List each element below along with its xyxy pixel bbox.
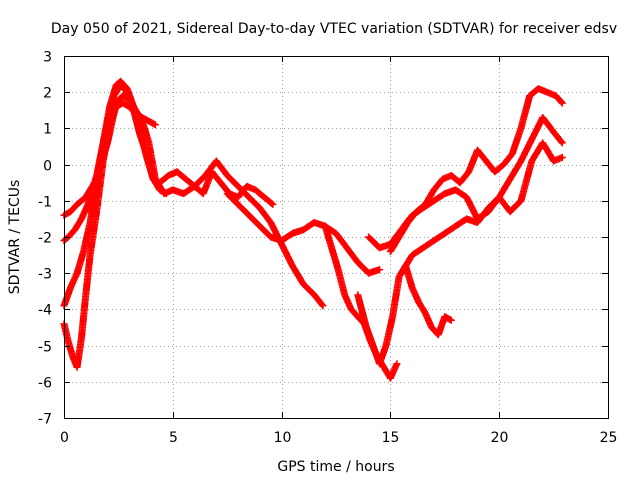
data-series-track-7 (354, 262, 455, 368)
y-tick-label: -6 (38, 376, 52, 392)
data-point (557, 138, 565, 146)
data-series-track-9 (386, 85, 566, 255)
x-tick-label: 5 (169, 430, 178, 446)
data-point (558, 139, 566, 147)
y-axis-label: SDTVAR / TECUs (7, 180, 23, 295)
data-series-track-10 (397, 139, 566, 277)
data-point (161, 189, 169, 197)
data-point (151, 121, 159, 129)
x-tick-label: 0 (60, 430, 69, 446)
data-point (318, 301, 326, 309)
data-series-track-8 (365, 114, 566, 252)
ticks-layer: 0 5 10 15 20 25 -7 -6 -5 -4 -3 -2 -1 0 1 2 3 (38, 50, 617, 447)
data-series-track-4 (60, 77, 170, 310)
y-tick-label: 1 (43, 122, 52, 138)
y-tick-label: 0 (43, 159, 52, 175)
data-series-track-2 (60, 81, 277, 245)
data-point (558, 99, 566, 107)
data-point (557, 98, 565, 106)
data-point (447, 316, 455, 324)
data-point (319, 302, 327, 310)
data-point (376, 266, 383, 274)
y-tick-label: -7 (38, 412, 52, 428)
y-tick-label: 2 (43, 86, 52, 102)
data-point (558, 153, 566, 161)
data-point (393, 360, 401, 368)
x-axis-label: GPS time / hours (277, 459, 394, 475)
y-tick-label: -3 (38, 267, 52, 283)
y-tick-label: -1 (38, 195, 52, 211)
x-tick-label: 15 (382, 430, 400, 446)
x-tick-label: 20 (491, 430, 509, 446)
marks-layer (60, 77, 566, 382)
y-tick-label: 3 (43, 50, 52, 66)
chart-title: Day 050 of 2021, Sidereal Day-to-day VTE… (51, 21, 617, 37)
data-point (162, 190, 170, 198)
y-tick-label: -5 (38, 340, 52, 356)
y-tick-label: -4 (38, 303, 52, 319)
data-point (268, 200, 276, 207)
y-tick-label: -2 (38, 231, 52, 247)
data-series-track-5 (223, 190, 383, 277)
data-point (446, 316, 454, 323)
x-tick-label: 10 (274, 430, 292, 446)
x-tick-label: 25 (600, 430, 618, 446)
data-point (269, 200, 277, 208)
